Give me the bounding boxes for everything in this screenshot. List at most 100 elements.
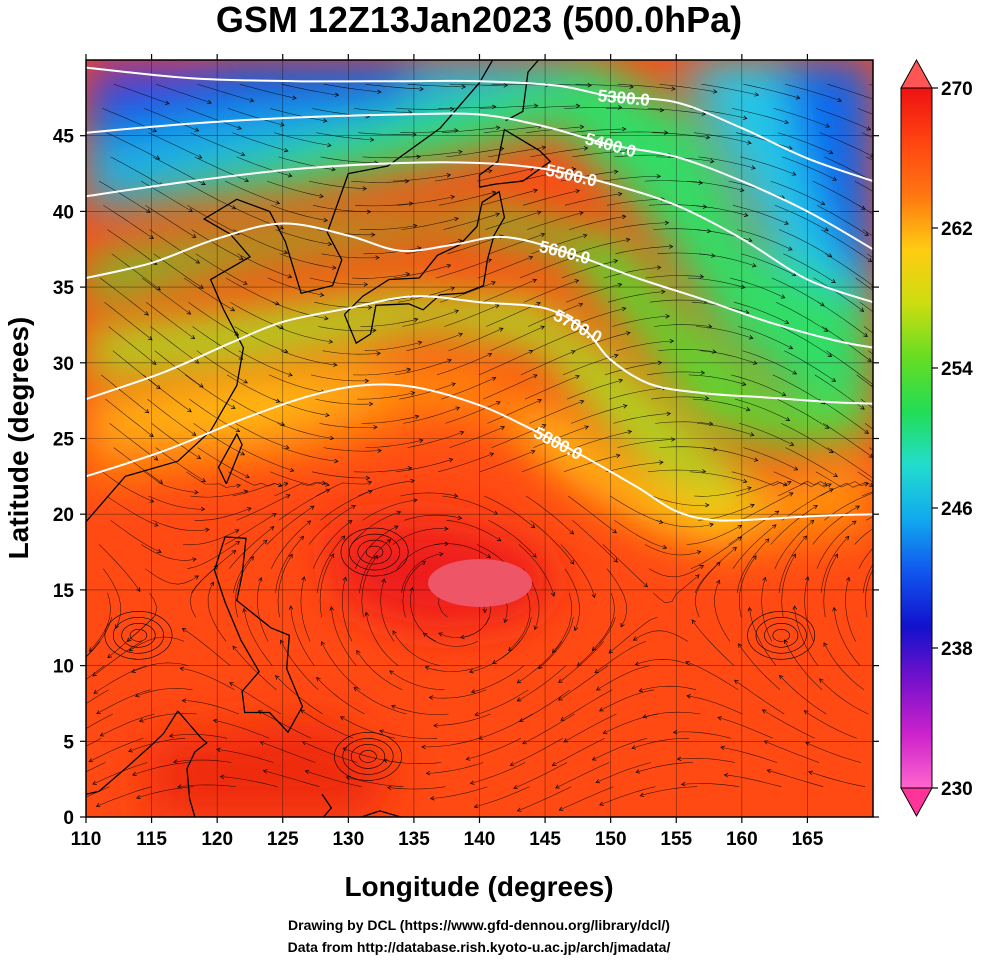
streamline bbox=[570, 307, 626, 327]
streamline bbox=[823, 553, 838, 618]
streamline-arrow bbox=[579, 399, 585, 405]
streamline bbox=[728, 510, 779, 545]
streamline bbox=[647, 108, 706, 115]
streamline bbox=[263, 770, 320, 787]
streamline-arrow bbox=[558, 696, 563, 701]
streamline bbox=[519, 689, 571, 722]
x-tick-label: 110 bbox=[71, 829, 102, 850]
streamline bbox=[270, 520, 311, 569]
streamline-arrow bbox=[522, 740, 527, 745]
streamline bbox=[266, 505, 315, 545]
streamline-arrow bbox=[659, 460, 664, 465]
streamline bbox=[89, 592, 111, 652]
streamline bbox=[518, 544, 555, 597]
streamline bbox=[192, 326, 243, 360]
streamline bbox=[552, 592, 572, 653]
streamline bbox=[320, 490, 373, 521]
streamline bbox=[720, 746, 778, 763]
streamline bbox=[321, 641, 361, 691]
streamline bbox=[596, 665, 651, 691]
streamline bbox=[355, 203, 413, 207]
streamline bbox=[86, 689, 109, 704]
colorbar-ramp bbox=[900, 87, 933, 789]
streamline-arrow bbox=[704, 396, 710, 401]
streamline bbox=[523, 279, 579, 303]
streamline-arrow bbox=[340, 535, 346, 540]
streamline bbox=[824, 492, 873, 521]
streamline bbox=[226, 374, 280, 403]
streamline bbox=[317, 229, 375, 236]
streamline bbox=[862, 229, 873, 237]
streamline bbox=[604, 362, 662, 376]
streamline bbox=[774, 520, 814, 569]
streamline-arrow bbox=[246, 507, 252, 512]
streamline bbox=[742, 350, 797, 375]
x-axis-ticks: 110 115 120 125 130 135 140 145 150 155 160 165 bbox=[71, 54, 824, 850]
streamline bbox=[607, 291, 665, 303]
streamline bbox=[392, 528, 449, 545]
x-tick-label: 150 bbox=[595, 829, 627, 850]
streamline bbox=[268, 374, 325, 393]
streamline bbox=[316, 677, 365, 715]
streamline bbox=[522, 190, 580, 206]
streamline bbox=[277, 423, 334, 439]
streamline-arrow bbox=[377, 89, 382, 94]
streamline bbox=[845, 577, 856, 642]
streamline bbox=[522, 713, 575, 744]
streamline-arrow bbox=[820, 201, 826, 206]
streamline-arrow bbox=[372, 328, 377, 333]
streamline bbox=[517, 641, 563, 684]
streamline-arrow bbox=[461, 84, 467, 90]
streamline-arrow bbox=[778, 674, 784, 680]
eddy-ring bbox=[342, 738, 394, 775]
streamline bbox=[774, 205, 829, 232]
streamline bbox=[594, 641, 646, 673]
streamline bbox=[655, 421, 713, 425]
streamline-arrow bbox=[638, 687, 644, 693]
streamline-arrow bbox=[275, 200, 281, 205]
streamline bbox=[714, 580, 731, 642]
streamline bbox=[738, 326, 793, 349]
streamline bbox=[449, 426, 505, 448]
streamline bbox=[190, 490, 248, 498]
streamline-arrow bbox=[747, 140, 752, 145]
streamline-arrow bbox=[676, 756, 682, 762]
streamline bbox=[361, 415, 419, 424]
streamline bbox=[732, 524, 777, 569]
streamline-arrow bbox=[324, 316, 329, 321]
streamline-arrow bbox=[347, 520, 353, 525]
streamline bbox=[149, 229, 200, 264]
streamline-arrow bbox=[837, 97, 842, 102]
eddy-ring bbox=[357, 539, 392, 565]
streamline-arrow bbox=[280, 421, 286, 427]
streamline-arrow bbox=[230, 404, 236, 409]
streamline-arrow bbox=[279, 225, 284, 230]
streamline-arrow bbox=[788, 145, 793, 150]
streamline-arrow bbox=[859, 307, 865, 312]
colorbar-tick-label: 262 bbox=[941, 219, 973, 240]
streamline bbox=[861, 132, 873, 138]
streamline-arrow bbox=[750, 503, 755, 508]
streamline-arrow bbox=[591, 646, 597, 651]
streamline-arrow bbox=[144, 408, 150, 414]
streamline-arrow bbox=[190, 334, 196, 340]
streamline-arrow bbox=[92, 780, 97, 785]
streamline bbox=[186, 471, 241, 488]
streamline bbox=[443, 213, 500, 230]
streamline bbox=[273, 398, 330, 416]
streamline bbox=[698, 156, 756, 169]
streamline bbox=[106, 495, 159, 527]
streamline-arrow bbox=[136, 794, 141, 800]
streamline-arrow bbox=[867, 357, 872, 362]
streamline bbox=[609, 495, 663, 524]
streamline-arrow bbox=[629, 84, 634, 89]
streamline bbox=[772, 374, 825, 405]
streamline-arrow bbox=[833, 473, 838, 478]
streamline bbox=[363, 247, 421, 255]
credit-line-2: Data from http://database.rish.kyoto-u.a… bbox=[288, 939, 671, 955]
streamline bbox=[595, 762, 652, 783]
streamline-arrow bbox=[696, 550, 702, 555]
streamline-arrow bbox=[219, 774, 225, 780]
streamline bbox=[492, 617, 532, 664]
streamline-arrow bbox=[615, 453, 621, 459]
